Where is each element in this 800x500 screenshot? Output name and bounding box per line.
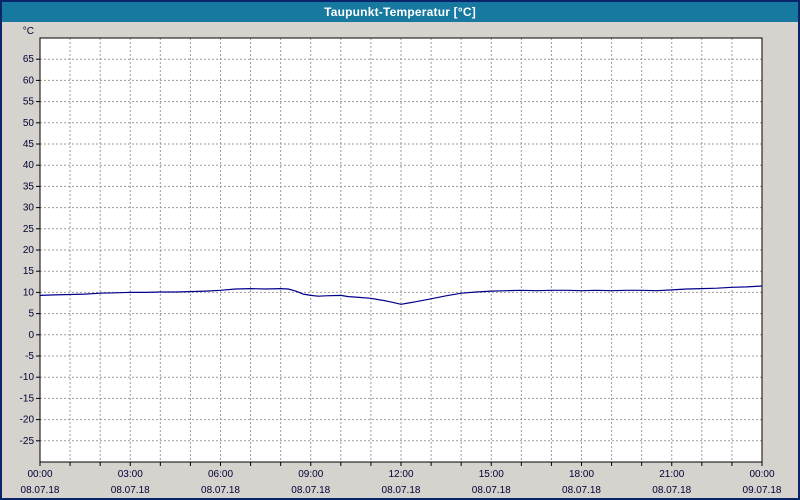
y-tick-label: 0 — [28, 330, 34, 341]
x-date-label: 08.07.18 — [382, 485, 421, 496]
x-date-label: 08.07.18 — [291, 485, 330, 496]
chart-canvas: 65605550454035302520151050-5-10-15-20-25… — [20, 26, 782, 496]
y-tick-label: 50 — [23, 118, 35, 129]
y-tick-label: 20 — [23, 245, 35, 256]
x-date-label: 09.07.18 — [743, 485, 782, 496]
x-tick-label: 00:00 — [27, 469, 52, 480]
x-date-label: 08.07.18 — [472, 485, 511, 496]
chart-title: Taupunkt-Temperatur [°C] — [324, 5, 476, 19]
y-tick-label: 25 — [23, 224, 35, 235]
x-date-label: 08.07.18 — [562, 485, 601, 496]
y-tick-label: -15 — [20, 393, 35, 404]
y-tick-label: -25 — [20, 436, 35, 447]
x-tick-label: 00:00 — [749, 469, 774, 480]
y-tick-label: 45 — [23, 139, 35, 150]
y-tick-label: 60 — [23, 75, 35, 86]
x-date-label: 08.07.18 — [652, 485, 691, 496]
y-tick-label: 15 — [23, 266, 35, 277]
y-tick-label: 10 — [23, 287, 35, 298]
x-tick-label: 03:00 — [118, 469, 143, 480]
x-date-label: 08.07.18 — [201, 485, 240, 496]
y-tick-label: 35 — [23, 181, 35, 192]
x-tick-label: 09:00 — [298, 469, 323, 480]
y-tick-label: 55 — [23, 97, 35, 108]
y-tick-label: 65 — [23, 54, 35, 65]
x-tick-label: 15:00 — [479, 469, 504, 480]
x-tick-label: 12:00 — [388, 469, 413, 480]
y-tick-label: 30 — [23, 203, 35, 214]
x-tick-label: 21:00 — [659, 469, 684, 480]
x-tick-label: 06:00 — [208, 469, 233, 480]
series-line — [39, 285, 763, 305]
x-date-label: 08.07.18 — [111, 485, 150, 496]
y-axis-unit-label: °C — [23, 26, 34, 37]
x-tick-label: 18:00 — [569, 469, 594, 480]
y-tick-label: -10 — [20, 372, 35, 383]
y-tick-label: -20 — [20, 415, 35, 426]
title-bar: Taupunkt-Temperatur [°C] — [2, 2, 798, 22]
y-tick-label: -5 — [25, 351, 34, 362]
y-tick-label: 40 — [23, 160, 35, 171]
y-tick-label: 5 — [28, 309, 34, 320]
plot-border — [39, 37, 763, 463]
x-date-label: 08.07.18 — [21, 485, 60, 496]
